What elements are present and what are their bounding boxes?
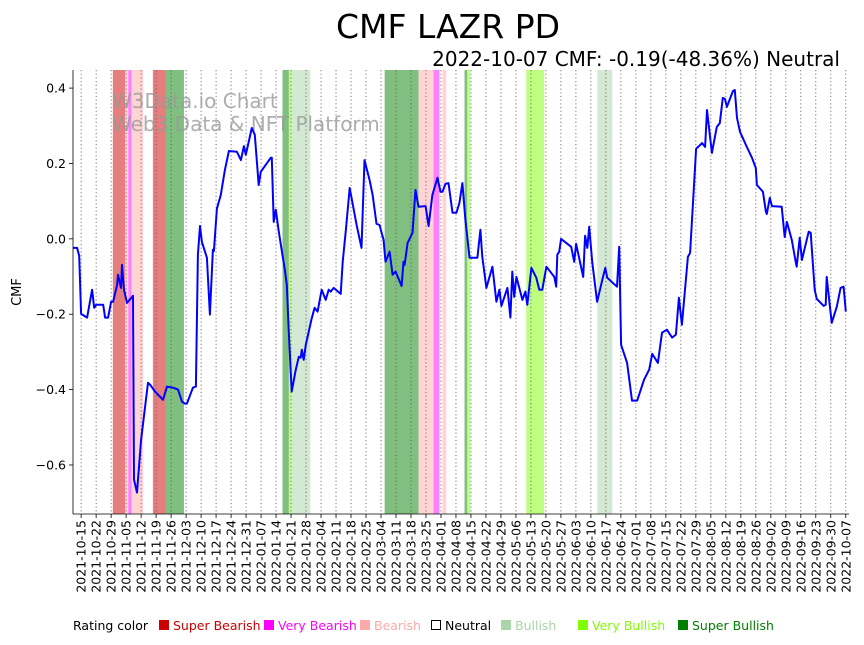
x-tick-label: 2022-05-20 [538, 520, 553, 593]
x-tick-label: 2021-12-31 [239, 520, 254, 593]
band-very-bullish [288, 70, 292, 514]
band-super-bullish [282, 70, 289, 514]
x-tick-label: 2022-06-03 [568, 520, 583, 593]
legend-label: Bullish [515, 618, 556, 633]
x-tick-label: 2021-11-19 [149, 520, 164, 593]
cmf-series-line [73, 89, 847, 494]
x-tick-label: 2022-03-18 [403, 520, 418, 593]
band-super-bearish [112, 70, 126, 514]
x-tick-label: 2022-03-11 [388, 520, 403, 593]
legend-swatch [264, 620, 274, 630]
x-tick-label: 2022-07-29 [688, 520, 703, 593]
band-very-bearish [433, 70, 440, 514]
y-tick-label: 0.4 [46, 81, 66, 96]
x-tick-label: 2021-12-03 [179, 520, 194, 593]
x-tick-label: 2022-09-23 [808, 520, 823, 593]
legend-swatch [501, 620, 511, 630]
x-tick-label: 2022-08-12 [718, 520, 733, 593]
band-very-bearish [128, 70, 132, 514]
x-tick-label: 2022-09-30 [823, 520, 838, 593]
x-tick-label: 2022-04-01 [433, 520, 448, 593]
watermark-line-2: Web3 Data & NFT Platform [112, 112, 380, 136]
x-tick-label: 2022-06-10 [583, 520, 598, 593]
x-tick-label: 2022-04-15 [463, 520, 478, 593]
x-tick-label: 2022-01-14 [269, 520, 284, 593]
y-tick-label: −0.4 [36, 382, 66, 397]
band-super-bullish [464, 70, 468, 514]
legend-swatch [431, 620, 441, 630]
band-bearish [125, 70, 129, 514]
x-tick-label: 2022-02-11 [329, 520, 344, 593]
band-bullish [597, 70, 613, 514]
x-tick-label: 2022-03-04 [374, 520, 389, 593]
legend-swatch [360, 620, 370, 630]
x-tick-label: 2022-01-28 [299, 520, 314, 593]
x-tick-label: 2022-09-16 [793, 520, 808, 593]
x-tick-label: 2022-08-05 [703, 520, 718, 593]
x-tick-label: 2022-01-07 [254, 520, 269, 593]
x-tick-label: 2022-09-02 [763, 520, 778, 593]
x-tick-label: 2022-02-04 [314, 520, 329, 593]
x-tick-label: 2021-11-05 [119, 520, 134, 593]
y-tick-label: 0.0 [46, 231, 66, 246]
axes: 2021-10-15 2021-10-22 2021-10-29 2021-11-05… [36, 70, 853, 593]
x-tick-label: 2022-08-26 [748, 520, 763, 593]
x-tick-label: 2022-04-08 [448, 520, 463, 593]
legend-title: Rating color [73, 618, 149, 633]
legend-label: Bearish [374, 618, 421, 633]
x-tick-label: 2022-07-15 [658, 520, 673, 593]
x-tick-label: 2021-12-10 [194, 520, 209, 593]
x-tick-label: 2022-04-29 [493, 520, 508, 593]
x-tick-label: 2022-07-08 [643, 520, 658, 593]
legend-label: Super Bullish [692, 618, 774, 633]
band-bullish [291, 70, 311, 514]
x-tick-label: 2022-05-13 [523, 520, 538, 593]
y-axis-label: CMF [10, 278, 25, 306]
x-tick-label: 2022-05-06 [508, 520, 523, 593]
legend: Rating color Super Bearish Very Bearish Bea… [73, 618, 774, 633]
legend-label: Very Bullish [592, 618, 665, 633]
x-tick-label: 2021-10-29 [104, 520, 119, 593]
x-tick-label: 2022-04-22 [478, 520, 493, 593]
legend-label: Super Bearish [173, 618, 261, 633]
x-tick-label: 2022-02-18 [344, 520, 359, 593]
x-tick-label: 2022-08-19 [733, 520, 748, 593]
x-tick-label: 2022-10-07 [838, 520, 853, 593]
y-tick-label: −0.6 [36, 458, 66, 473]
band-very-bullish [467, 70, 471, 514]
legend-label: Very Bearish [278, 618, 357, 633]
vertical-grid [80, 70, 847, 514]
band-bearish [131, 70, 144, 514]
x-tick-label: 2022-06-24 [613, 520, 628, 593]
x-tick-label: 2022-07-22 [673, 520, 688, 593]
chart-title: CMF LAZR PD [336, 7, 560, 46]
x-tick-label: 2022-06-17 [598, 520, 613, 593]
x-tick-label: 2021-11-26 [164, 520, 179, 593]
band-super-bullish [165, 70, 184, 514]
rating-bands [112, 70, 613, 514]
y-tick-label: 0.2 [46, 156, 66, 171]
legend-swatch [578, 620, 588, 630]
x-tick-label: 2021-10-22 [89, 520, 104, 593]
x-tick-label: 2021-12-24 [224, 520, 239, 593]
band-bearish [442, 70, 447, 514]
legend-label: Neutral [445, 618, 491, 633]
x-tick-label: 2022-03-25 [418, 520, 433, 593]
watermark-line-1: W3Data.io Chart [112, 89, 278, 113]
band-super-bearish [152, 70, 166, 514]
x-tick-label: 2022-02-25 [359, 520, 374, 593]
x-tick-label: 2022-07-01 [628, 520, 643, 593]
band-super-bullish [384, 70, 419, 514]
legend-swatch [159, 620, 169, 630]
legend-swatch [678, 620, 688, 630]
x-tick-label: 2021-12-17 [209, 520, 224, 593]
y-tick-label: −0.2 [36, 307, 66, 322]
chart-subtitle: 2022-10-07 CMF: -0.19(-48.36%) Neutral [432, 47, 840, 71]
x-tick-label: 2021-10-15 [74, 520, 89, 593]
x-tick-label: 2022-01-21 [284, 520, 299, 593]
x-tick-label: 2021-11-12 [134, 520, 149, 593]
x-tick-label: 2022-09-09 [778, 520, 793, 593]
x-tick-label: 2022-05-27 [553, 520, 568, 593]
